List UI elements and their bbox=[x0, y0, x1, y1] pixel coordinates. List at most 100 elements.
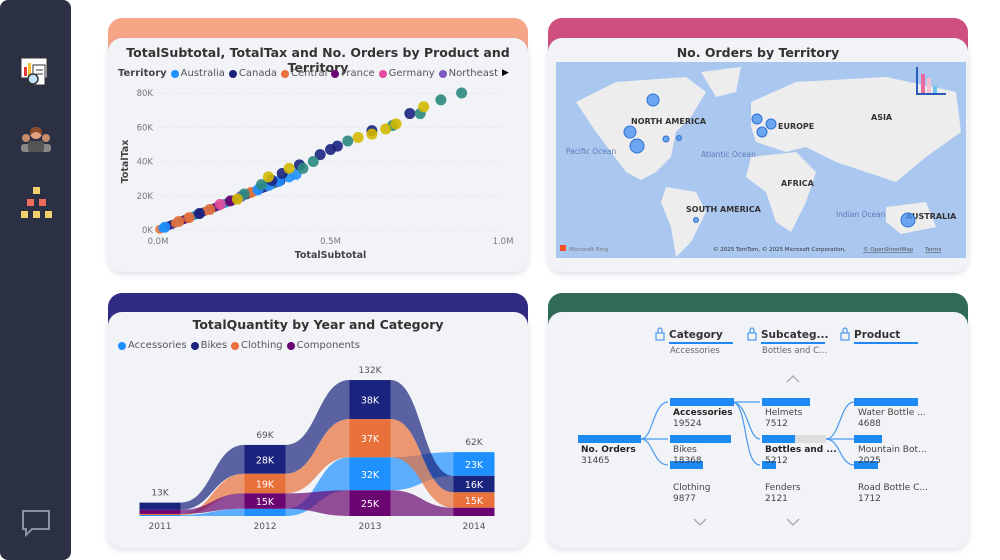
team-icon[interactable] bbox=[18, 120, 54, 156]
bar-road-bottle[interactable] bbox=[854, 461, 878, 469]
scatter-point[interactable] bbox=[435, 94, 447, 106]
ribbon-segment[interactable] bbox=[244, 473, 286, 494]
scatter-point[interactable] bbox=[390, 118, 402, 130]
scatter-point[interactable] bbox=[352, 132, 364, 144]
scatter-point[interactable] bbox=[214, 198, 226, 210]
ribbon-segment[interactable] bbox=[349, 419, 391, 458]
node-helmets[interactable]: Helmets 7512 bbox=[765, 408, 803, 429]
bubble[interactable] bbox=[756, 126, 768, 138]
bar-helmets[interactable] bbox=[762, 398, 810, 406]
legend-item[interactable]: France bbox=[331, 68, 375, 79]
bubble[interactable] bbox=[676, 135, 682, 141]
ribbon-segment[interactable] bbox=[453, 507, 495, 516]
bar-accessories[interactable] bbox=[670, 398, 734, 406]
bar-fenders[interactable] bbox=[762, 461, 776, 469]
legend-item[interactable]: Australia bbox=[170, 68, 225, 79]
osm-link[interactable]: © OpenStreetMap bbox=[863, 246, 914, 253]
node-bottles[interactable]: Bottles and ... 5212 bbox=[765, 445, 837, 466]
scatter-point[interactable] bbox=[159, 221, 171, 233]
bubble[interactable] bbox=[646, 93, 660, 107]
ribbon-segment[interactable] bbox=[349, 490, 391, 516]
node-clothing[interactable]: Clothing 9877 bbox=[673, 483, 711, 504]
bubble[interactable] bbox=[623, 125, 637, 139]
bar-bikes[interactable] bbox=[670, 435, 731, 443]
ribbon-chart[interactable]: 32K 23K 28K 38K 16K 19K 37K 15K 15K 25K 13K 2011 69K… bbox=[108, 312, 528, 548]
scatter-point[interactable] bbox=[342, 135, 354, 147]
legend-item[interactable]: Clothing bbox=[231, 340, 283, 351]
scatter-point[interactable] bbox=[173, 215, 185, 227]
node-bikes[interactable]: Bikes 18368 bbox=[673, 445, 702, 466]
bar-clothing[interactable] bbox=[670, 461, 703, 469]
map-chart-icon[interactable] bbox=[916, 67, 946, 95]
scroll-up-icon[interactable] bbox=[786, 375, 800, 383]
scatter-point[interactable] bbox=[314, 149, 326, 161]
bubble[interactable] bbox=[693, 217, 699, 223]
ribbon-segment[interactable] bbox=[244, 493, 286, 509]
ribbon-segment[interactable] bbox=[244, 508, 286, 516]
ribbon-segment[interactable] bbox=[453, 452, 495, 476]
chat-icon[interactable] bbox=[18, 505, 54, 541]
legend-next-arrow[interactable]: ▶ bbox=[502, 68, 509, 78]
ribbon-segment[interactable] bbox=[139, 502, 181, 510]
scatter-point[interactable] bbox=[380, 123, 392, 135]
bar-water-bottle[interactable] bbox=[854, 398, 918, 406]
bubble[interactable] bbox=[751, 113, 763, 125]
node-root[interactable]: No. Orders 31465 bbox=[581, 445, 636, 466]
x-tick-label: 0.5M bbox=[320, 237, 341, 247]
scatter-point[interactable] bbox=[256, 179, 267, 191]
scatter-point[interactable] bbox=[297, 162, 309, 174]
legend-item[interactable]: Accessories bbox=[118, 340, 187, 351]
bubble[interactable] bbox=[629, 138, 645, 154]
node-accessories[interactable]: Accessories 19524 bbox=[673, 408, 733, 429]
scatter-point[interactable] bbox=[262, 171, 274, 183]
legend-item[interactable]: Northeast bbox=[438, 68, 498, 79]
legend-item[interactable]: Germany bbox=[378, 68, 435, 79]
header-subcategory[interactable]: Subcateg... bbox=[761, 329, 829, 344]
terms-link[interactable]: Terms bbox=[924, 247, 941, 253]
legend-item[interactable]: Components bbox=[286, 340, 360, 351]
bar-mountain-bottle[interactable] bbox=[854, 435, 882, 443]
scatter-point[interactable] bbox=[183, 212, 195, 224]
header-category[interactable]: Category bbox=[669, 329, 733, 344]
ribbon-segment[interactable] bbox=[139, 514, 181, 516]
header-product[interactable]: Product bbox=[854, 329, 918, 344]
legend-item[interactable]: Canada bbox=[228, 68, 277, 79]
ribbon-segment[interactable] bbox=[139, 509, 181, 514]
scatter-point[interactable] bbox=[283, 162, 295, 174]
ribbon-segment[interactable] bbox=[139, 513, 181, 515]
scroll-down-icon[interactable] bbox=[693, 518, 707, 526]
bubble[interactable] bbox=[900, 212, 916, 228]
total-label: 62K bbox=[465, 438, 483, 448]
scatter-point[interactable] bbox=[307, 156, 319, 167]
bubble[interactable] bbox=[662, 135, 670, 143]
scatter-point[interactable] bbox=[193, 208, 205, 220]
bubble[interactable] bbox=[765, 118, 777, 130]
legend-item[interactable]: Bikes bbox=[190, 340, 227, 351]
hierarchy-icon[interactable] bbox=[18, 185, 54, 221]
ribbon-segment[interactable] bbox=[453, 475, 495, 493]
world-map[interactable]: NORTH AMERICA EUROPE ASIA AFRICA SOUTH A… bbox=[556, 62, 966, 258]
node-road-bottle[interactable]: Road Bottle C... 1712 bbox=[858, 483, 928, 504]
x-tick-label: 2013 bbox=[359, 522, 382, 532]
bar-root[interactable] bbox=[578, 435, 641, 443]
scatter-point[interactable] bbox=[366, 128, 378, 140]
report-analysis-icon[interactable] bbox=[18, 55, 54, 91]
node-water-bottle[interactable]: Water Bottle ... 4688 bbox=[858, 408, 926, 429]
scatter-point[interactable] bbox=[231, 193, 243, 205]
bar-bottles[interactable] bbox=[762, 435, 795, 443]
ribbon-segment[interactable] bbox=[349, 457, 391, 491]
scatter-point[interactable] bbox=[404, 108, 416, 120]
scroll-down-icon[interactable] bbox=[786, 518, 800, 526]
node-fenders[interactable]: Fenders 2121 bbox=[765, 483, 801, 504]
bing-logo-icon bbox=[560, 245, 566, 251]
scatter-point[interactable] bbox=[331, 140, 343, 152]
legend-item[interactable]: Central bbox=[280, 68, 327, 79]
scatter-point[interactable] bbox=[456, 87, 468, 99]
scatter-point[interactable] bbox=[418, 101, 430, 113]
ribbon-segment[interactable] bbox=[244, 444, 286, 474]
scatter-point[interactable] bbox=[204, 203, 216, 215]
ribbon-segment[interactable] bbox=[453, 492, 495, 508]
ribbon-segment[interactable] bbox=[349, 380, 391, 420]
node-mountain-bottle[interactable]: Mountain Bot... 2025 bbox=[858, 445, 927, 466]
